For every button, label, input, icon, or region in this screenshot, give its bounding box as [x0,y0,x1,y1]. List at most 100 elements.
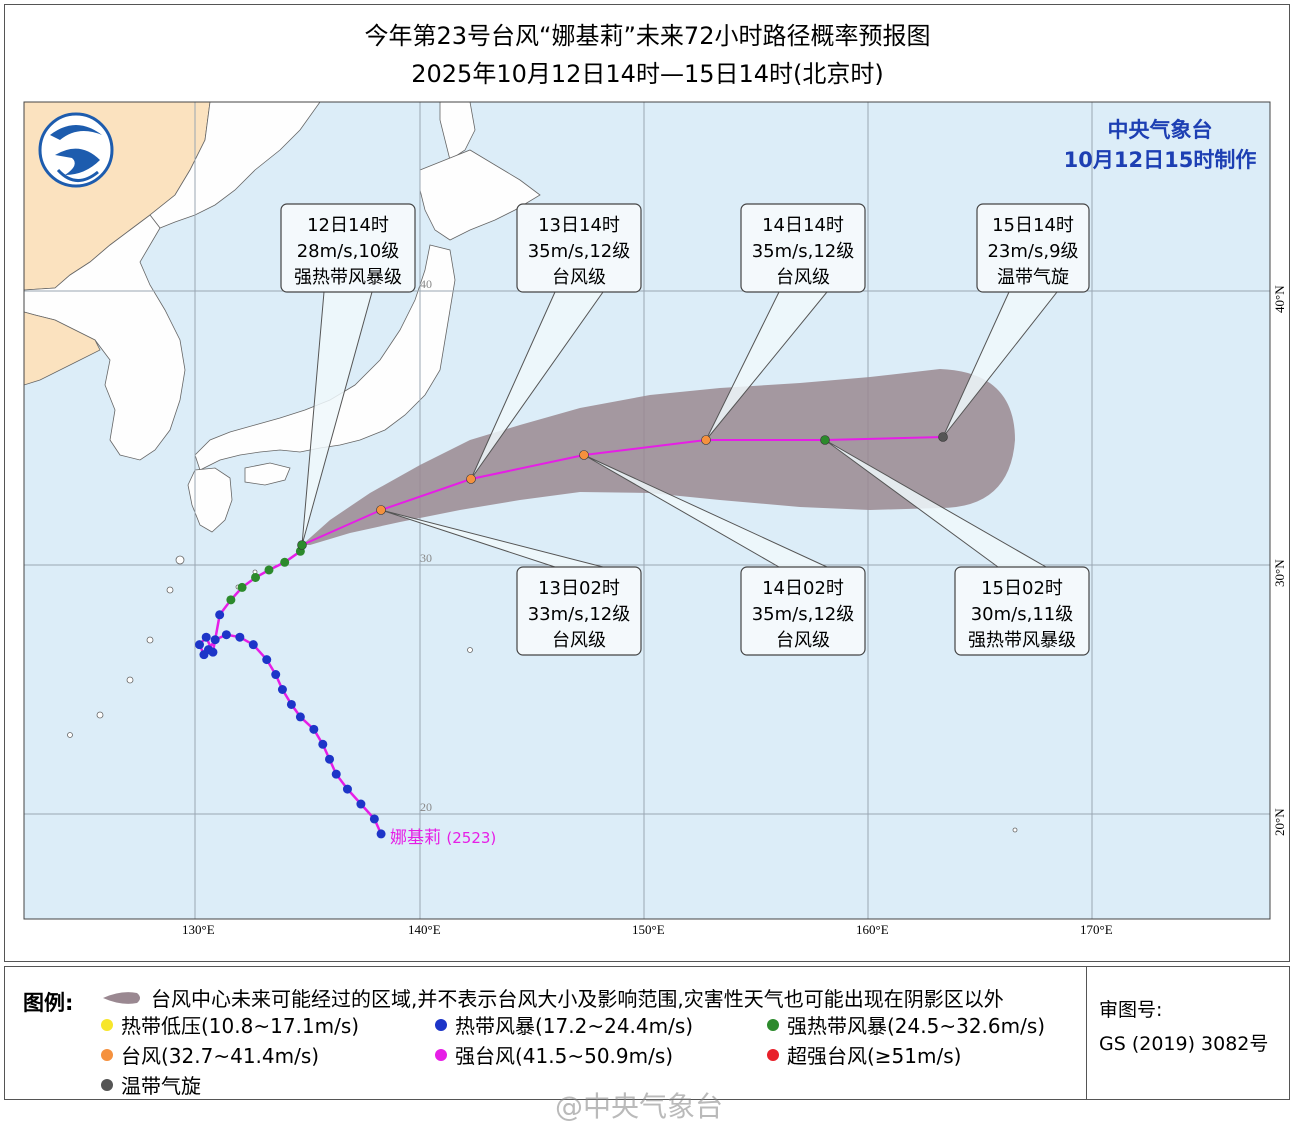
honshu-island [194,244,456,471]
typhoon-name-label: 娜基莉 (2523) [390,828,496,848]
forecast-point-13d02 [376,505,386,515]
legend-label: 强台风(41.5~50.9m/s) [455,1044,674,1068]
legend-item-typhoon: 台风(32.7~41.4m/s) [101,1040,319,1069]
past-track-point [262,655,272,665]
legend-item-super-typhoon: 超强台风(≥51m/s) [767,1040,961,1069]
past-track-point [226,595,236,605]
past-track-point [369,814,379,824]
lon-label: 160°E [856,922,889,937]
callout-box [740,566,866,656]
callout-time: 15日02时 [981,578,1063,599]
callout-box [516,566,642,656]
callout-time: 14日02时 [762,578,844,599]
lat-inner-label: 20 [420,800,432,814]
callout-speed: 23m/s,9级 [987,241,1078,262]
callout-box [280,203,416,293]
past-track-point [235,632,245,642]
legend-label: 台风(32.7~41.4m/s) [121,1044,320,1068]
hokkaido-island [419,149,541,241]
callout-speed: 35m/s,12级 [752,604,855,625]
typhoon-track-map: 中央气象台 10月12日15时制作 130°E 140°E 150°E 160°E 17… [23,101,1287,937]
callout-time: 12日14时 [307,215,389,236]
lat-lon-grid [24,102,1270,919]
review-label: 审图号: [1099,999,1163,1021]
lon-label: 170°E [1080,922,1113,937]
probability-cone [302,369,1015,545]
legend-label: 热带低压(10.8~17.1m/s) [121,1014,360,1038]
legend-item-severe-typhoon: 强台风(41.5~50.9m/s) [435,1040,673,1069]
callout-box [954,566,1090,656]
forecast-point-15d14 [938,432,948,442]
past-track-point [264,565,274,575]
lon-label: 140°E [408,922,441,937]
callout-time: 13日14时 [538,215,620,236]
past-track-point [237,582,247,592]
legend-panel: 图例: 台风中心未来可能经过的区域,并不表示台风大小及影响范围,灾害性天气也可能… [4,966,1290,1100]
typhoon-code: (2523) [446,829,496,847]
map-frame [4,4,1290,962]
past-track-point [271,670,281,680]
callout-level: 台风级 [776,267,830,288]
legend-dot-icon [101,1078,113,1091]
callout-speed: 35m/s,12级 [528,241,631,262]
legend-dot-icon [767,1048,779,1061]
legend-dot-icon [101,1018,113,1031]
legend-label: 温带气旋 [121,1074,201,1098]
lat-inner-label: 30 [420,551,432,565]
callout-time: 15日14时 [992,215,1074,236]
legend-dot-icon [435,1048,447,1061]
forecast-point-14d14 [701,435,711,445]
past-track-point [376,829,386,839]
callout-level: 温带气旋 [997,267,1069,288]
callout-speed: 28m/s,10级 [297,241,400,262]
typhoon-name: 娜基莉 [390,828,441,848]
past-track-point [309,724,319,734]
callout-time: 14日14时 [762,215,844,236]
legend-item-tropical-storm: 热带风暴(17.2~24.4m/s) [435,1010,693,1039]
issue-time: 10月12日15时制作 [1064,148,1257,172]
lat-label: 40°N [1272,285,1287,313]
past-track-point [251,572,261,582]
shikoku-island [244,462,291,486]
forecast-point-14d02 [579,450,589,460]
callout-level: 强热带风暴级 [968,630,1076,651]
legend-title: 图例: [23,991,74,1015]
lon-label: 130°E [182,922,215,937]
forecast-point-13d14 [466,474,476,484]
ryukyu-islands [67,555,1018,833]
legend-cone-item: 台风中心未来可能经过的区域,并不表示台风大小及影响范围,灾害性天气也可能出现在阴… [101,983,1004,1012]
past-track-point [342,784,352,794]
legend-label: 热带风暴(17.2~24.4m/s) [455,1014,694,1038]
callout-level: 台风级 [552,630,606,651]
past-track-point [325,754,335,764]
past-track-point [208,647,218,657]
legend-item-tropical-depression: 热带低压(10.8~17.1m/s) [101,1010,359,1039]
callout-box [516,203,642,293]
lat-label: 20°N [1272,808,1287,836]
cma-logo [38,112,114,188]
lat-label: 30°N [1272,559,1287,587]
past-track-point [248,640,258,650]
issuer-name: 中央气象台 [1108,118,1213,142]
callout-level: 台风级 [776,630,830,651]
past-track-point [201,632,211,642]
callout-box [740,203,866,293]
past-track-point [356,799,366,809]
map-title: 今年第23号台风“娜基莉”未来72小时路径概率预报图 [364,22,931,50]
past-track-point [280,557,290,567]
map-subtitle: 2025年10月12日14时—15日14时(北京时) [411,60,884,88]
callout-speed: 30m/s,11级 [971,604,1074,625]
past-track-point [318,739,328,749]
legend-label: 强热带风暴(24.5~32.6m/s) [787,1014,1046,1038]
forecast-point-12d14 [297,540,307,550]
callout-speed: 33m/s,12级 [528,604,631,625]
cone-shade-icon [103,991,140,1004]
callout-speed: 35m/s,12级 [752,241,855,262]
past-track-point [277,685,287,694]
review-number: GS (2019) 3082号 [1099,1033,1269,1055]
legend-cone-text: 台风中心未来可能经过的区域,并不表示台风大小及影响范围,灾害性天气也可能出现在阴… [151,987,1004,1011]
